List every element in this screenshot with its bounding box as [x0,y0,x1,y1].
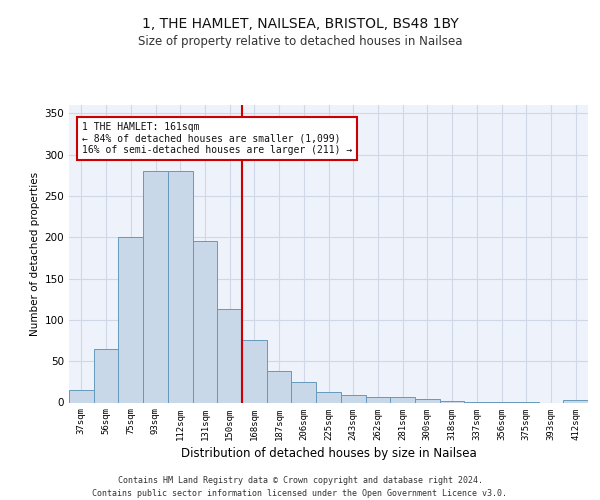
Bar [365,396,390,402]
Bar [143,171,168,402]
Bar [341,395,365,402]
Bar [415,399,440,402]
Bar [390,396,415,402]
Bar [242,340,267,402]
Bar [69,390,94,402]
Text: 1 THE HAMLET: 161sqm
← 84% of detached houses are smaller (1,099)
16% of semi-de: 1 THE HAMLET: 161sqm ← 84% of detached h… [82,122,352,154]
Text: 1, THE HAMLET, NAILSEA, BRISTOL, BS48 1BY: 1, THE HAMLET, NAILSEA, BRISTOL, BS48 1B… [142,18,458,32]
Y-axis label: Number of detached properties: Number of detached properties [30,172,40,336]
Bar [563,400,588,402]
Bar [118,237,143,402]
Bar [440,401,464,402]
Text: Contains HM Land Registry data © Crown copyright and database right 2024.
Contai: Contains HM Land Registry data © Crown c… [92,476,508,498]
Bar [168,171,193,402]
Bar [292,382,316,402]
Bar [94,349,118,403]
X-axis label: Distribution of detached houses by size in Nailsea: Distribution of detached houses by size … [181,446,476,460]
Bar [217,309,242,402]
Bar [193,242,217,402]
Bar [267,371,292,402]
Bar [316,392,341,402]
Text: Size of property relative to detached houses in Nailsea: Size of property relative to detached ho… [138,35,462,48]
